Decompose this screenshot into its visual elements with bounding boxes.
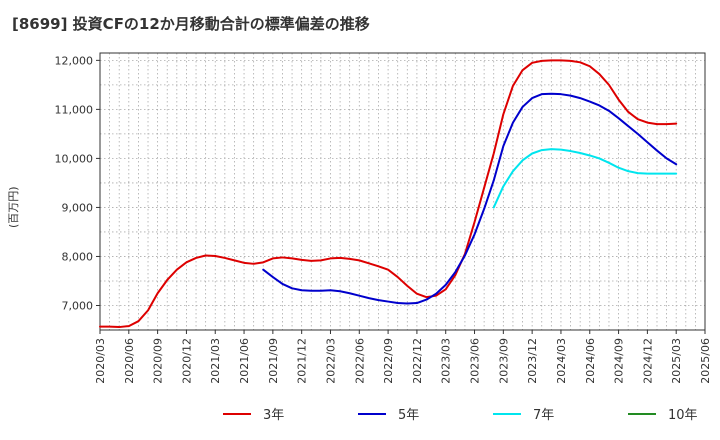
x-tick-label: 2020/06: [123, 338, 136, 384]
x-tick-label: 2025/03: [670, 338, 683, 384]
x-tick-label: 2021/09: [267, 338, 280, 384]
x-tick-label: 2020/09: [152, 338, 165, 384]
y-tick-label: 11,000: [55, 103, 94, 116]
x-tick-label: 2020/12: [180, 338, 193, 384]
x-tick-label: 2022/12: [411, 338, 424, 384]
series-line-0: [99, 59, 678, 329]
legend-label: 5年: [398, 408, 419, 423]
x-tick-label: 2023/09: [497, 338, 510, 384]
x-tick-label: 2024/06: [584, 338, 597, 384]
legend-label: 7年: [533, 408, 554, 423]
y-tick-label: 10,000: [55, 152, 94, 165]
y-tick-label: 9,000: [62, 201, 94, 214]
x-tick-label: 2024/12: [641, 338, 654, 384]
y-tick-label: 8,000: [62, 250, 94, 263]
chart-title: [8699] 投資CFの12か月移動合計の標準偏差の推移: [12, 15, 370, 33]
legend-label: 10年: [668, 408, 698, 423]
x-tick-label: 2023/03: [440, 338, 453, 384]
series-line-1: [262, 92, 678, 305]
x-tick-label: 2020/03: [94, 338, 107, 384]
series-line-2: [492, 148, 678, 209]
x-tick-label: 2021/03: [209, 338, 222, 384]
plot-area: [100, 53, 705, 330]
x-tick-label: 2021/06: [238, 338, 251, 384]
y-tick-label: 12,000: [55, 54, 94, 67]
x-tick-label: 2022/09: [382, 338, 395, 384]
x-tick-label: 2023/12: [526, 338, 539, 384]
plot-border: [99, 52, 706, 331]
y-tick-label: 7,000: [62, 299, 94, 312]
x-tick-label: 2024/03: [555, 338, 568, 384]
x-tick-label: 2022/06: [353, 338, 366, 384]
x-tick-label: 2021/12: [296, 338, 309, 384]
legend-label: 3年: [263, 408, 284, 423]
x-tick-label: 2023/06: [469, 338, 482, 384]
x-tick-label: 2024/09: [613, 338, 626, 384]
x-tick-label: 2022/03: [324, 338, 337, 384]
x-tick-label: 2025/06: [699, 338, 712, 384]
